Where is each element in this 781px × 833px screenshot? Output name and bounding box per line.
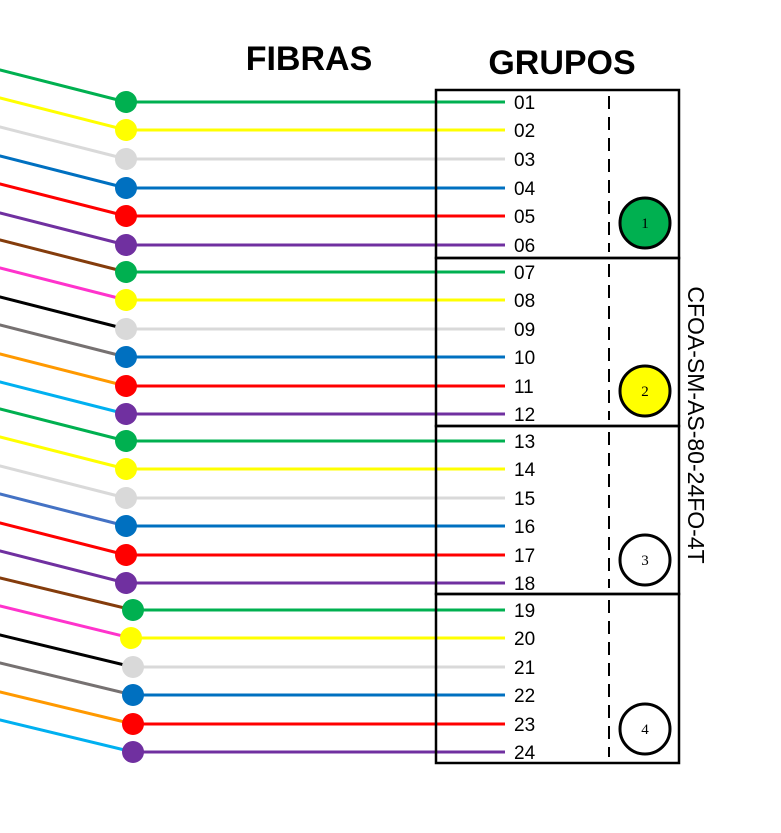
fiber-dot-16 [115,515,137,537]
incoming-fiber-20 [0,604,133,640]
incoming-fiber-12 [0,380,128,416]
fiber-dot-14 [115,458,137,480]
fiber-dot-19 [122,599,144,621]
fiber-dot-10 [115,346,137,368]
fiber-label-19: 19 [514,601,535,622]
fiber-dot-15 [115,487,137,509]
fiber-label-23: 23 [514,715,535,736]
group-marker-4 [618,702,672,756]
incoming-fiber-04 [0,154,128,190]
fiber-label-15: 15 [514,489,535,510]
group-marker-1 [618,196,672,250]
fiber-label-14: 14 [514,460,536,481]
fiber-label-22: 22 [514,686,535,707]
incoming-fiber-05 [0,182,128,218]
incoming-fiber-18 [0,549,128,585]
fiber-dot-12 [115,403,137,425]
fiber-label-21: 21 [514,658,535,679]
fiber-label-24: 24 [514,743,536,764]
fiber-label-02: 02 [514,121,535,142]
incoming-fiber-09 [0,295,128,331]
fiber-dot-01 [115,91,137,113]
incoming-fiber-21 [0,633,135,669]
incoming-fiber-11 [0,352,128,388]
fiber-label-20: 20 [514,629,535,650]
group-marker-3 [618,533,672,587]
group-box-4 [434,592,681,765]
incoming-fiber-10 [0,323,128,359]
incoming-fiber-03 [0,125,128,161]
fiber-label-05: 05 [514,207,535,228]
fiber-dot-06 [115,234,137,256]
incoming-fibers [0,68,135,754]
fiber-dot-23 [122,713,144,735]
fiber-label-04: 04 [514,179,536,200]
fiber-dot-04 [115,177,137,199]
fiber-connections: 01 02 03 04 05 06 07 08 09 10 11 12 13 14 15 16 17 18 19 20… [115,91,536,764]
incoming-fiber-16 [0,492,128,528]
incoming-fiber-23 [0,690,135,726]
fiber-label-12: 12 [514,405,535,426]
groups-heading: GRUPOS [488,44,635,82]
fiber-label-17: 17 [514,546,535,567]
group-number-4: 4 [641,722,649,738]
incoming-fiber-17 [0,521,128,557]
incoming-fiber-06 [0,211,128,247]
group-number-2: 2 [641,384,649,400]
fibers-heading: FIBRAS [246,40,373,78]
fiber-dot-05 [115,205,137,227]
group-marker-2 [618,364,672,418]
fiber-dot-08 [115,289,137,311]
fiber-label-03: 03 [514,150,535,171]
group-number-1: 1 [641,216,649,232]
fiber-dot-02 [115,119,137,141]
incoming-fiber-22 [0,661,135,697]
fiber-dot-24 [122,741,144,763]
incoming-fiber-13 [0,407,128,443]
fiber-dot-07 [115,261,137,283]
fiber-label-16: 16 [514,517,535,538]
fiber-dot-18 [115,572,137,594]
fiber-label-07: 07 [514,263,535,284]
incoming-fiber-14 [0,435,128,471]
fiber-label-08: 08 [514,291,535,312]
fiber-label-10: 10 [514,348,535,369]
fiber-dot-13 [115,430,137,452]
group-number-3: 3 [641,553,649,569]
cable-id-label: CFOA-SM-AS-80-24FO-4T [683,286,709,563]
fiber-dot-21 [122,656,144,678]
incoming-fiber-08 [0,266,128,302]
fiber-label-13: 13 [514,432,535,453]
fiber-label-18: 18 [514,574,535,595]
incoming-fiber-01 [0,68,128,104]
fiber-label-01: 01 [514,93,535,114]
fiber-dot-11 [115,375,137,397]
incoming-fiber-19 [0,576,135,612]
incoming-fiber-15 [0,464,128,500]
fiber-dot-22 [122,684,144,706]
fiber-dot-03 [115,148,137,170]
incoming-fiber-24 [0,718,135,754]
fiber-label-06: 06 [514,236,535,257]
fiber-dot-09 [115,318,137,340]
incoming-fiber-02 [0,96,128,132]
fiber-dot-17 [115,544,137,566]
incoming-fiber-07 [0,238,128,274]
fiber-dot-20 [120,627,142,649]
fiber-label-09: 09 [514,320,535,341]
fiber-label-11: 11 [514,377,534,398]
